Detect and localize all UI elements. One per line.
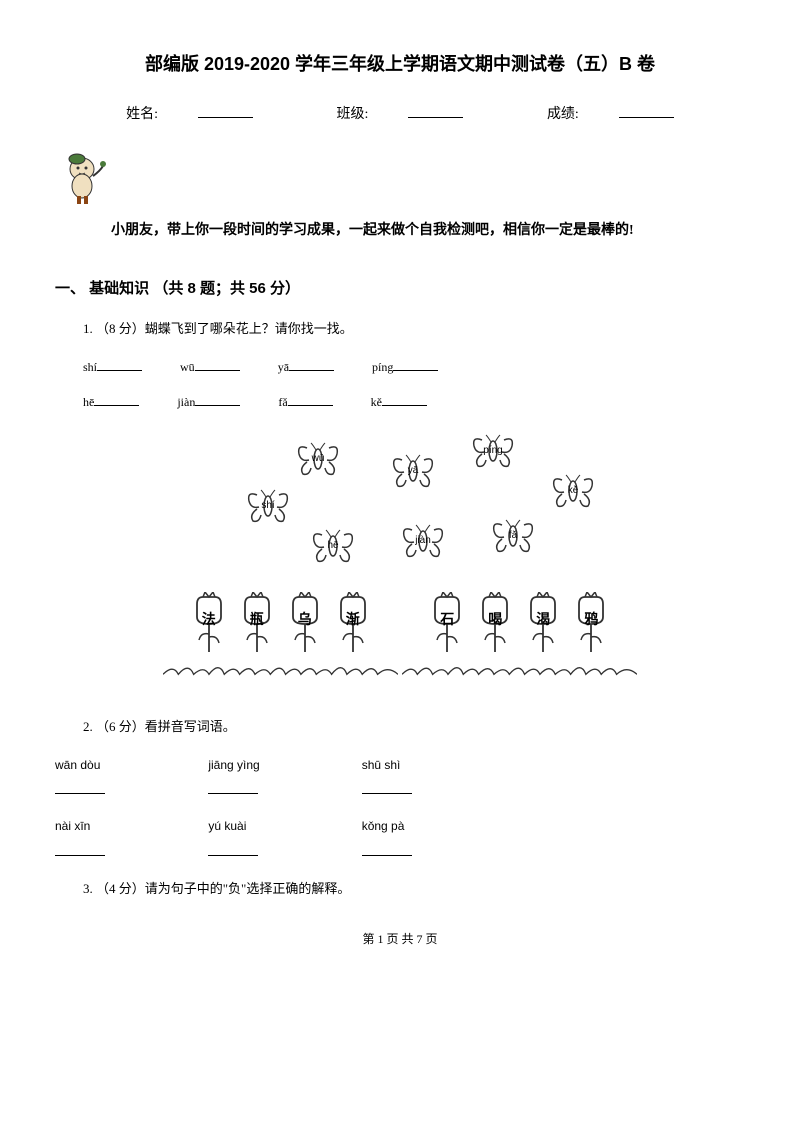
section-1-title: 一、 基础知识 （共 8 题；共 56 分）: [55, 277, 745, 301]
question-3: 3. （4 分）请为句子中的"负"选择正确的解释。: [55, 879, 745, 900]
write-blank[interactable]: [55, 842, 105, 856]
matching-diagram: wū yā píng shí kě hē jiàn fǎ 法 瓶 乌 渐 石: [55, 432, 745, 692]
name-blank[interactable]: [198, 104, 253, 118]
pinyin-blank[interactable]: [382, 394, 427, 406]
butterfly-icon: jiàn: [400, 522, 446, 560]
score-blank[interactable]: [619, 104, 674, 118]
mascot-icon: [55, 151, 110, 206]
write-blanks-2: [55, 842, 745, 874]
score-label: 成绩:: [547, 107, 579, 122]
name-label: 姓名:: [126, 107, 158, 122]
question-1: 1. （8 分）蝴蝶飞到了哪朵花上？请你找一找。: [55, 319, 745, 340]
class-label: 班级:: [337, 107, 369, 122]
pinyin-blank[interactable]: [288, 394, 333, 406]
write-blank[interactable]: [208, 780, 258, 794]
pinyin-blank[interactable]: [195, 359, 240, 371]
butterfly-icon: shí: [245, 487, 291, 525]
flower-icon: 渐: [331, 592, 375, 657]
flower-icon: 渴: [521, 592, 565, 657]
pinyin-row-2: hē jiàn fǎ kě: [55, 393, 745, 412]
page-title: 部编版 2019-2020 学年三年级上学期语文期中测试卷（五）B 卷: [55, 50, 745, 79]
pinyin-blank[interactable]: [195, 394, 240, 406]
write-blanks-1: [55, 780, 745, 812]
write-blank[interactable]: [208, 842, 258, 856]
pinyin-row-1: shí wū yā píng: [55, 358, 745, 377]
pinyin-blank[interactable]: [94, 394, 139, 406]
pinyin-blank[interactable]: [97, 359, 142, 371]
flower-icon: 鸦: [569, 592, 613, 657]
butterfly-icon: yā: [390, 452, 436, 490]
pinyin-blank[interactable]: [289, 359, 334, 371]
class-blank[interactable]: [408, 104, 463, 118]
pinyin-blank[interactable]: [393, 359, 438, 371]
flower-icon: 瓶: [235, 592, 279, 657]
flower-icon: 法: [187, 592, 231, 657]
flower-icon: 石: [425, 592, 469, 657]
grass-decoration: [163, 659, 398, 677]
grass-decoration: [402, 659, 637, 677]
page-footer: 第 1 页 共 7 页: [55, 930, 745, 949]
butterfly-icon: kě: [550, 472, 596, 510]
flower-icon: 乌: [283, 592, 327, 657]
flower-icon: 喝: [473, 592, 517, 657]
pinyin-words-row-1: wān dòu jiāng yìng shū shì: [55, 756, 745, 775]
butterfly-icon: píng: [470, 432, 516, 470]
intro-text: 小朋友，带上你一段时间的学习成果，一起来做个自我检测吧，相信你一定是最棒的!: [55, 216, 745, 247]
write-blank[interactable]: [362, 780, 412, 794]
write-blank[interactable]: [55, 780, 105, 794]
butterfly-icon: fǎ: [490, 517, 536, 555]
student-info: 姓名: 班级: 成绩:: [55, 104, 745, 126]
question-2: 2. （6 分）看拼音写词语。: [55, 717, 745, 738]
butterfly-icon: hē: [310, 527, 356, 565]
write-blank[interactable]: [362, 842, 412, 856]
butterfly-icon: wū: [295, 440, 341, 478]
pinyin-words-row-2: nài xīn yú kuài kǒng pà: [55, 817, 745, 836]
